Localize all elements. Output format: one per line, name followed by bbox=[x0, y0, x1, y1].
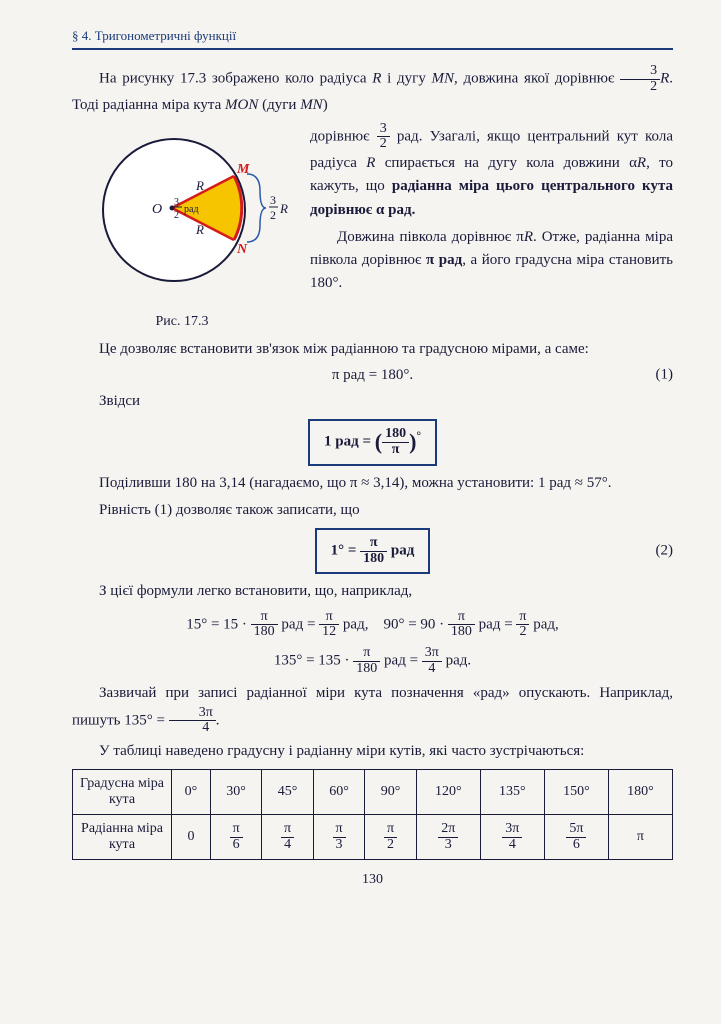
row-header: Градусна міра кута bbox=[73, 770, 172, 815]
paragraph-4: Це дозволяє встановити зв'язок між радіа… bbox=[72, 338, 673, 361]
paragraph-5: Звідси bbox=[72, 390, 673, 413]
table-cell: 45° bbox=[262, 770, 313, 815]
paragraph-8: З цієї формули легко встановити, що, нап… bbox=[72, 580, 673, 603]
text: рад = bbox=[380, 653, 418, 669]
row-header: Радіанна міра кута bbox=[73, 815, 172, 860]
table-cell: 3π4 bbox=[480, 815, 544, 860]
table-cell: 150° bbox=[544, 770, 608, 815]
page-container: § 4. Тригонометричні функції На рисунку … bbox=[0, 0, 721, 908]
examples-line-2: 135° = 135 · π180 рад = 3π4 рад. bbox=[72, 646, 673, 676]
formula-box-1: 1 рад = (180π)° bbox=[72, 419, 673, 465]
table-cell: π3 bbox=[313, 815, 364, 860]
svg-text:рад: рад bbox=[184, 204, 199, 215]
svg-text:N: N bbox=[236, 242, 248, 257]
formula-text: рад bbox=[387, 543, 414, 559]
table-cell: 0 bbox=[172, 815, 211, 860]
svg-text:R: R bbox=[195, 178, 204, 193]
text: . bbox=[216, 712, 220, 728]
text: На рисунку 17.3 зображено коло радіуса bbox=[99, 71, 372, 87]
paragraph-6: Поділивши 180 на 3,14 (нагадаємо, що π ≈… bbox=[72, 472, 673, 495]
eq-number: (2) bbox=[656, 543, 674, 560]
equation-1: π рад = 180°. (1) bbox=[72, 367, 673, 384]
paragraph-7: Рівність (1) дозволяє також записати, що bbox=[72, 499, 673, 522]
svg-text:R: R bbox=[279, 201, 288, 216]
text: і дугу bbox=[381, 71, 431, 87]
text: спирається на дугу кола довжини α bbox=[375, 155, 637, 171]
page-number: 130 bbox=[72, 872, 673, 888]
text: рад. bbox=[442, 653, 471, 669]
svg-text:2: 2 bbox=[270, 208, 276, 222]
svg-text:3: 3 bbox=[270, 193, 276, 207]
text: , довжина якої дорівнює bbox=[454, 71, 620, 87]
text: Зазвичай при записі радіанної міри кута … bbox=[72, 685, 673, 728]
text: 90° = 90 · bbox=[383, 616, 444, 632]
table-cell: 0° bbox=[172, 770, 211, 815]
text: рад, bbox=[339, 616, 368, 632]
text: ) bbox=[323, 97, 328, 113]
text: (дуги bbox=[258, 97, 300, 113]
text: рад, bbox=[529, 616, 558, 632]
eq-text: π рад = 180°. bbox=[332, 367, 413, 383]
figure-block: O M N R R 3 2 рад 3 2 R Рис. 17.3 bbox=[72, 128, 292, 330]
degree-radian-table: Градусна міра кута 0° 30° 45° 60° 90° 12… bbox=[72, 769, 673, 860]
formula-text: 1° = bbox=[331, 543, 357, 559]
table-cell: 90° bbox=[365, 770, 416, 815]
table-cell: π6 bbox=[210, 815, 261, 860]
diagram-svg: O M N R R 3 2 рад 3 2 R bbox=[92, 128, 292, 308]
text: 135° = 135 · bbox=[274, 653, 350, 669]
table-row: Радіанна міра кута 0 π6 π4 π3 π2 2π3 3π4… bbox=[73, 815, 673, 860]
table-cell: 120° bbox=[416, 770, 480, 815]
table-cell: 5π6 bbox=[544, 815, 608, 860]
table-cell: 180° bbox=[608, 770, 672, 815]
table-cell: 30° bbox=[210, 770, 261, 815]
table-row: Градусна міра кута 0° 30° 45° 60° 90° 12… bbox=[73, 770, 673, 815]
text: рад = bbox=[475, 616, 513, 632]
formula-text: 1 рад = bbox=[324, 434, 371, 450]
formula-box-2: 1° = π180 рад (2) bbox=[72, 528, 673, 574]
svg-text:O: O bbox=[152, 202, 162, 217]
header-underline bbox=[72, 48, 673, 50]
text: рад = bbox=[278, 616, 316, 632]
paragraph-9: Зазвичай при записі радіанної міри кута … bbox=[72, 682, 673, 736]
table-cell: 60° bbox=[313, 770, 364, 815]
svg-text:2: 2 bbox=[174, 210, 179, 221]
text: 15° = 15 · bbox=[186, 616, 247, 632]
text: дорівнює bbox=[310, 128, 377, 144]
text: Довжина півкола дорівнює π bbox=[337, 229, 524, 245]
section-header: § 4. Тригонометричні функції bbox=[72, 28, 673, 44]
svg-text:R: R bbox=[195, 222, 204, 237]
examples-line-1: 15° = 15 · π180 рад = π12 рад, 90° = 90 … bbox=[72, 610, 673, 640]
circle-diagram: O M N R R 3 2 рад 3 2 R bbox=[92, 128, 272, 308]
table-cell: π2 bbox=[365, 815, 416, 860]
paragraph-10: У таблиці наведено градусну і радіанну м… bbox=[72, 740, 673, 763]
figure-caption: Рис. 17.3 bbox=[72, 314, 292, 330]
paragraph-1: На рисунку 17.3 зображено коло радіуса R… bbox=[72, 64, 673, 118]
table-cell: 135° bbox=[480, 770, 544, 815]
table-cell: 2π3 bbox=[416, 815, 480, 860]
eq-number: (1) bbox=[656, 367, 674, 384]
table-cell: π4 bbox=[262, 815, 313, 860]
text: π рад bbox=[426, 252, 462, 268]
svg-text:3: 3 bbox=[174, 197, 179, 208]
table-cell: π bbox=[608, 815, 672, 860]
